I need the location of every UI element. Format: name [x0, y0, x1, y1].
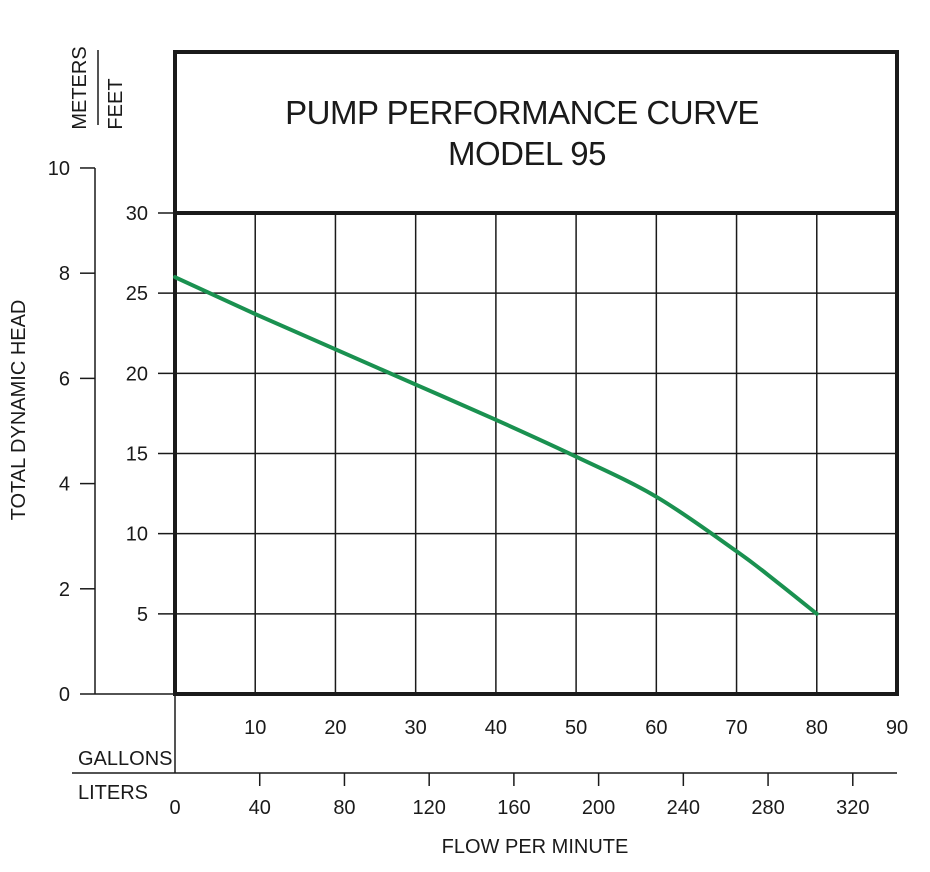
meters-tick-label: 2 [59, 579, 70, 601]
liters-tick-label: 240 [667, 797, 700, 819]
y-tick-label: 15 [126, 444, 148, 466]
gallons-unit-label: GALLONS [78, 748, 172, 770]
y-ticks: 5 10 15 20 25 30 [126, 203, 175, 626]
liters-tick-label: 200 [582, 797, 615, 819]
title-box [173, 50, 899, 215]
x-tick-label: 50 [565, 717, 587, 739]
performance-curve [173, 275, 819, 616]
x-tick-label: 40 [485, 717, 507, 739]
meters-tick-label: 0 [59, 684, 70, 706]
liters-tick-label: 160 [497, 797, 530, 819]
y-tick-label: 20 [126, 363, 148, 385]
liters-ticks: 0 40 80 120 160 200 240 280 320 [169, 773, 869, 819]
x-tick-label: 10 [244, 717, 266, 739]
feet-unit-label: FEET [105, 78, 127, 129]
x-tick-label: 20 [324, 717, 346, 739]
meters-ticks: 0 2 4 6 8 10 [48, 158, 95, 706]
grid-lines [175, 213, 897, 694]
liters-tick-label: 40 [249, 797, 271, 819]
y-axis-label: TOTAL DYNAMIC HEAD [8, 300, 30, 521]
x-tick-label: 80 [806, 717, 828, 739]
meters-unit-label: METERS [69, 46, 91, 129]
x-tick-label: 90 [886, 717, 908, 739]
y-tick-label: 5 [137, 604, 148, 626]
y-tick-label: 30 [126, 203, 148, 225]
y-tick-label: 10 [126, 524, 148, 546]
liters-tick-label: 320 [836, 797, 869, 819]
liters-tick-label: 0 [169, 797, 180, 819]
x-tick-label: 70 [725, 717, 747, 739]
chart-title-line1: PUMP PERFORMANCE CURVE [285, 94, 759, 131]
x-axis-label: FLOW PER MINUTE [442, 836, 629, 858]
x-tick-label: 30 [405, 717, 427, 739]
liters-tick-label: 280 [751, 797, 784, 819]
liters-tick-label: 120 [412, 797, 445, 819]
chart-title-line2: MODEL 95 [448, 135, 606, 172]
meters-tick-label: 8 [59, 263, 70, 285]
liters-unit-label: LITERS [78, 782, 148, 804]
x-ticks: 10 20 30 40 50 60 70 80 90 [244, 717, 908, 739]
meters-tick-label: 6 [59, 368, 70, 390]
y-tick-label: 25 [126, 283, 148, 305]
meters-tick-label: 10 [48, 158, 70, 180]
meters-tick-label: 4 [59, 474, 70, 496]
liters-tick-label: 80 [333, 797, 355, 819]
x-tick-label: 60 [645, 717, 667, 739]
